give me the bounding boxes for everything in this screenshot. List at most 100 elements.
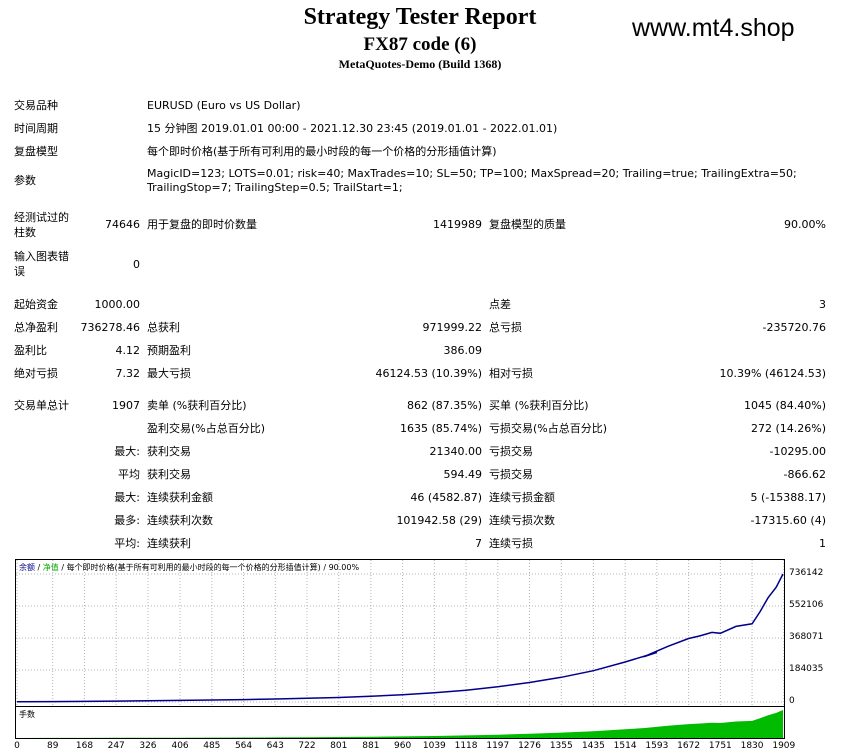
- avg-loss-label: 亏损交易: [489, 468, 533, 481]
- gross-profit-label: 总获利: [147, 321, 180, 334]
- volume-chart: 手数: [15, 706, 785, 739]
- most-cons-loss-value: -17315.60 (4): [750, 514, 826, 527]
- average-prefix: 平均: [118, 468, 140, 481]
- profit-trades-label: 盈利交易(%占总百分比): [147, 422, 266, 435]
- build-info: MetaQuotes-Demo (Build 1368): [338, 57, 502, 71]
- max-cons-losses-value: 5 (-15388.17): [750, 491, 826, 504]
- report-subtitle: FX87 code (6): [363, 34, 477, 55]
- largest-loss-label: 亏损交易: [489, 445, 533, 458]
- bars-tested-label-1: 经测试过的: [14, 211, 69, 224]
- bars-tested-value: 74646: [105, 218, 140, 231]
- avg-cons-losses-label: 连续亏损: [489, 537, 533, 550]
- spread-value: 3: [819, 298, 826, 311]
- short-trades-value: 862 (87.35%): [406, 399, 482, 412]
- deposit-value: 1000.00: [94, 298, 141, 311]
- x-tick-label: 1118: [454, 741, 478, 751]
- net-profit-value: 736278.46: [80, 321, 141, 334]
- most-cons-loss-label: 连续亏损次数: [489, 514, 555, 527]
- symbol-value: EURUSD (Euro vs US Dollar): [147, 99, 301, 112]
- ticks-label: 用于复盘的即时价数量: [147, 218, 257, 231]
- avg-loss-value: -866.62: [783, 468, 826, 481]
- most-prefix: 最多:: [114, 514, 140, 527]
- abs-drawdown-label: 绝对亏损: [14, 367, 58, 380]
- largest-profit-value: 21340.00: [429, 445, 483, 458]
- avg-profit-value: 594.49: [443, 468, 483, 481]
- model-label: 复盘模型: [14, 145, 58, 158]
- report-title: Strategy Tester Report: [303, 4, 537, 30]
- abs-drawdown-value: 7.32: [115, 367, 141, 380]
- volume-title: 手数: [19, 710, 35, 719]
- y-tick-label: 0: [789, 696, 795, 706]
- avg-cons-wins-label: 连续获利: [147, 537, 191, 550]
- quality-value: 90.00%: [784, 218, 826, 231]
- largest-loss-value: -10295.00: [769, 445, 826, 458]
- symbol-label: 交易品种: [14, 99, 58, 112]
- profit-factor-value: 4.12: [115, 344, 141, 357]
- spread-label: 点差: [489, 298, 511, 311]
- max-cons-wins-label: 连续获利金额: [147, 491, 213, 504]
- most-cons-profit-value: 101942.58 (29): [396, 514, 482, 527]
- chart-title-sep: /: [35, 563, 43, 572]
- x-tick-label: 1751: [708, 741, 732, 751]
- chart-title-equity: 净值: [42, 563, 59, 572]
- short-trades-label: 卖单 (%获利百分比): [147, 399, 247, 412]
- profit-factor-label: 盈利比: [14, 344, 47, 357]
- x-tick-label: 485: [203, 741, 221, 751]
- max-drawdown-value: 46124.53 (10.39%): [375, 367, 482, 380]
- watermark: www.mt4.shop: [632, 14, 795, 42]
- bars-tested-label-2: 柱数: [14, 226, 36, 239]
- x-tick-label: 247: [107, 741, 125, 751]
- gross-profit-value: 971999.22: [422, 321, 483, 334]
- balance-chart: 余额 / 净值 / 每个即时价格(基于所有可利用的最小时段的每一个价格的分形插值…: [15, 559, 785, 707]
- y-tick-label: 184035: [789, 664, 824, 674]
- x-tick-label: 643: [266, 741, 284, 751]
- expected-payoff-label: 预期盈利: [147, 344, 191, 357]
- x-tick-label: 0: [14, 741, 20, 751]
- model-value: 每个即时价格(基于所有可利用的最小时段的每一个价格的分形插值计算): [147, 145, 497, 158]
- avg2-prefix: 平均:: [114, 537, 140, 550]
- params-label: 参数: [14, 174, 36, 187]
- rel-drawdown-label: 相对亏损: [489, 367, 533, 380]
- deposit-label: 起始资金: [14, 298, 58, 311]
- net-profit-label: 总净盈利: [14, 321, 58, 334]
- balance-chart-svg: [16, 560, 784, 706]
- params-line-1: MagicID=123; LOTS=0.01; risk=40; MaxTrad…: [147, 167, 797, 180]
- max-cons-losses-label: 连续亏损金额: [489, 491, 555, 504]
- avg-cons-wins-value: 7: [475, 537, 482, 550]
- errors-label-1: 输入图表错: [14, 250, 69, 263]
- period-label: 时间周期: [14, 122, 58, 135]
- most-cons-profit-label: 连续获利次数: [147, 514, 213, 527]
- x-tick-label: 1909: [772, 741, 796, 751]
- expected-payoff-value: 386.09: [443, 344, 483, 357]
- y-tick-label: 368071: [789, 632, 824, 642]
- x-tick-label: 406: [171, 741, 189, 751]
- x-tick-label: 168: [75, 741, 94, 751]
- period-value: 15 分钟图 2019.01.01 00:00 - 2021.12.30 23:…: [147, 122, 558, 135]
- loss-trades-label: 亏损交易(%占总百分比): [489, 422, 608, 435]
- volume-chart-svg: [17, 710, 783, 738]
- params-line-2: TrailingStop=7; TrailingStep=0.5; TrailS…: [147, 181, 403, 194]
- chart-title-balance: 余额: [19, 563, 35, 572]
- x-tick-label: 1830: [740, 741, 764, 751]
- y-tick-label: 736142: [789, 568, 824, 578]
- x-tick-label: 801: [330, 741, 348, 751]
- errors-value: 0: [133, 258, 140, 271]
- volume-area: [17, 710, 783, 738]
- x-tick-label: 1039: [422, 741, 446, 751]
- balance-line: [16, 573, 784, 703]
- total-trades-label: 交易单总计: [14, 399, 69, 412]
- chart-title-rest: / 每个即时价格(基于所有可利用的最小时段的每一个价格的分形插值计算) / 90…: [58, 563, 360, 572]
- gross-loss-value: -235720.76: [762, 321, 826, 334]
- x-tick-label: 722: [298, 741, 316, 751]
- x-tick-label: 1197: [486, 741, 510, 751]
- x-tick-label: 326: [139, 741, 157, 751]
- loss-trades-value: 272 (14.26%): [750, 422, 826, 435]
- avg-cons-losses-value: 1: [819, 537, 826, 550]
- x-tick-label: 1355: [549, 741, 573, 751]
- rel-drawdown-value: 10.39% (46124.53): [719, 367, 826, 380]
- profit-trades-value: 1635 (85.74%): [399, 422, 482, 435]
- largest-profit-label: 获利交易: [147, 445, 191, 458]
- x-tick-label: 960: [394, 741, 412, 751]
- y-tick-label: 552106: [789, 600, 824, 610]
- x-tick-label: 881: [362, 741, 380, 751]
